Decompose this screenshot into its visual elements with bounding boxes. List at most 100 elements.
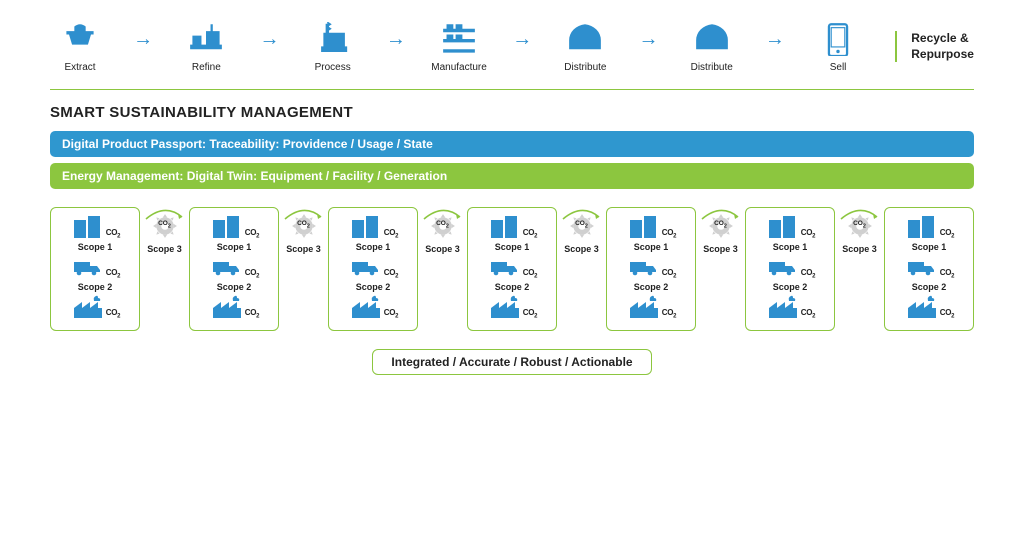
stage-distribute: Distribute — [682, 20, 742, 73]
co2-badge: CO2 — [801, 228, 815, 240]
scope-item: CO2 Scope 1 — [70, 214, 120, 252]
scope-label: Scope 2 — [78, 282, 113, 292]
scope-item: CO2 — [626, 294, 676, 320]
scope-card: CO2 Scope 1 CO2 Scope 2 CO2 — [328, 207, 418, 331]
stage-refine: Refine — [176, 20, 236, 73]
gear-co2: CO2 — [714, 220, 727, 229]
scope-item: CO2 — [904, 294, 954, 320]
scope-item: CO2 Scope 2 — [70, 254, 120, 292]
stage-label: Manufacture — [431, 62, 487, 73]
scope3-label: Scope 3 — [147, 244, 182, 254]
scope-item: CO2 Scope 2 — [487, 254, 537, 292]
truck-icon — [70, 254, 104, 280]
co2-badge: CO2 — [523, 228, 537, 240]
co2-badge: CO2 — [940, 308, 954, 320]
gear-co2: CO2 — [853, 220, 866, 229]
arrow-icon: → — [131, 28, 155, 51]
scope-item: CO2 Scope 1 — [487, 214, 537, 252]
scope-item: CO2 Scope 1 — [348, 214, 398, 252]
stage-sell: Sell — [808, 20, 868, 73]
scope-item: CO2 — [209, 294, 259, 320]
stage-manufacture: Manufacture — [429, 20, 489, 73]
gear-co2: CO2 — [297, 220, 310, 229]
scope3-label: Scope 3 — [564, 244, 599, 254]
co2-badge: CO2 — [662, 268, 676, 280]
truck-icon — [626, 254, 660, 280]
scope-card: CO2 Scope 1 CO2 Scope 2 CO2 — [189, 207, 279, 331]
truck-icon — [348, 254, 382, 280]
factory-icon — [904, 294, 938, 320]
stage-extract: Extract — [50, 20, 110, 73]
scope-item: CO2 Scope 2 — [209, 254, 259, 292]
buildings-icon — [70, 214, 104, 240]
arrow-icon: → — [510, 28, 534, 51]
lifecycle-row: Extract → Refine → Process → Manufacture → Distr… — [50, 20, 974, 83]
scope-label: Scope 1 — [634, 242, 669, 252]
refine-icon — [187, 22, 225, 56]
co2-badge: CO2 — [662, 228, 676, 240]
co2-badge: CO2 — [106, 228, 120, 240]
arrow-icon: → — [384, 28, 408, 51]
stage-label: Distribute — [691, 62, 733, 73]
scope-connector: CO2 Scope 3 — [839, 213, 881, 273]
scope-item: CO2 Scope 1 — [904, 214, 954, 252]
scope-connector: CO2 Scope 3 — [422, 213, 464, 273]
co2-badge: CO2 — [662, 308, 676, 320]
process-icon — [314, 22, 352, 56]
scope-row: CO2 Scope 1 CO2 Scope 2 CO2 CO2 Scope 3 … — [50, 207, 974, 331]
co2-badge: CO2 — [106, 268, 120, 280]
scope-label: Scope 2 — [912, 282, 947, 292]
scope-item: CO2 — [348, 294, 398, 320]
stage-label: Refine — [192, 62, 221, 73]
buildings-icon — [487, 214, 521, 240]
bar-energy: Energy Management: Digital Twin: Equipme… — [50, 163, 974, 189]
buildings-icon — [209, 214, 243, 240]
arrow-icon: → — [258, 28, 282, 51]
distribute-icon — [693, 22, 731, 56]
gear-co2: CO2 — [436, 220, 449, 229]
divider — [50, 89, 974, 90]
co2-badge: CO2 — [940, 268, 954, 280]
bar-passport: Digital Product Passport: Traceability: … — [50, 131, 974, 157]
scope-item: CO2 Scope 2 — [765, 254, 815, 292]
scope3-label: Scope 3 — [703, 244, 738, 254]
stage-label: Sell — [830, 62, 847, 73]
scope-connector: CO2 Scope 3 — [283, 213, 325, 273]
buildings-icon — [904, 214, 938, 240]
arrow-icon: → — [637, 28, 661, 51]
factory-icon — [626, 294, 660, 320]
co2-badge: CO2 — [245, 268, 259, 280]
scope-item: CO2 Scope 2 — [626, 254, 676, 292]
factory-icon — [209, 294, 243, 320]
scope3-label: Scope 3 — [425, 244, 460, 254]
scope-card: CO2 Scope 1 CO2 Scope 2 CO2 — [884, 207, 974, 331]
gear-co2: CO2 — [158, 220, 171, 229]
co2-badge: CO2 — [106, 308, 120, 320]
scope-label: Scope 2 — [634, 282, 669, 292]
scope-label: Scope 2 — [495, 282, 530, 292]
scope-label: Scope 2 — [217, 282, 252, 292]
footer-pill: Integrated / Accurate / Robust / Actiona… — [372, 349, 651, 375]
scope-item: CO2 Scope 2 — [348, 254, 398, 292]
scope-label: Scope 1 — [912, 242, 947, 252]
co2-badge: CO2 — [523, 308, 537, 320]
stage-label: Extract — [64, 62, 95, 73]
extract-icon — [61, 22, 99, 56]
factory-icon — [487, 294, 521, 320]
recycle-label: Recycle &Repurpose — [895, 31, 974, 62]
co2-badge: CO2 — [384, 308, 398, 320]
scope-connector: CO2 Scope 3 — [561, 213, 603, 273]
truck-icon — [209, 254, 243, 280]
arrow-icon: → — [763, 28, 787, 51]
scope-card: CO2 Scope 1 CO2 Scope 2 CO2 — [745, 207, 835, 331]
scope-connector: CO2 Scope 3 — [700, 213, 742, 273]
manufacture-icon — [440, 22, 478, 56]
scope3-label: Scope 3 — [842, 244, 877, 254]
scope-item: CO2 Scope 1 — [765, 214, 815, 252]
buildings-icon — [626, 214, 660, 240]
section-title: SMART SUSTAINABILITY MANAGEMENT — [50, 104, 974, 121]
scope-item: CO2 — [765, 294, 815, 320]
stage-distribute: Distribute — [555, 20, 615, 73]
stage-process: Process — [303, 20, 363, 73]
buildings-icon — [348, 214, 382, 240]
